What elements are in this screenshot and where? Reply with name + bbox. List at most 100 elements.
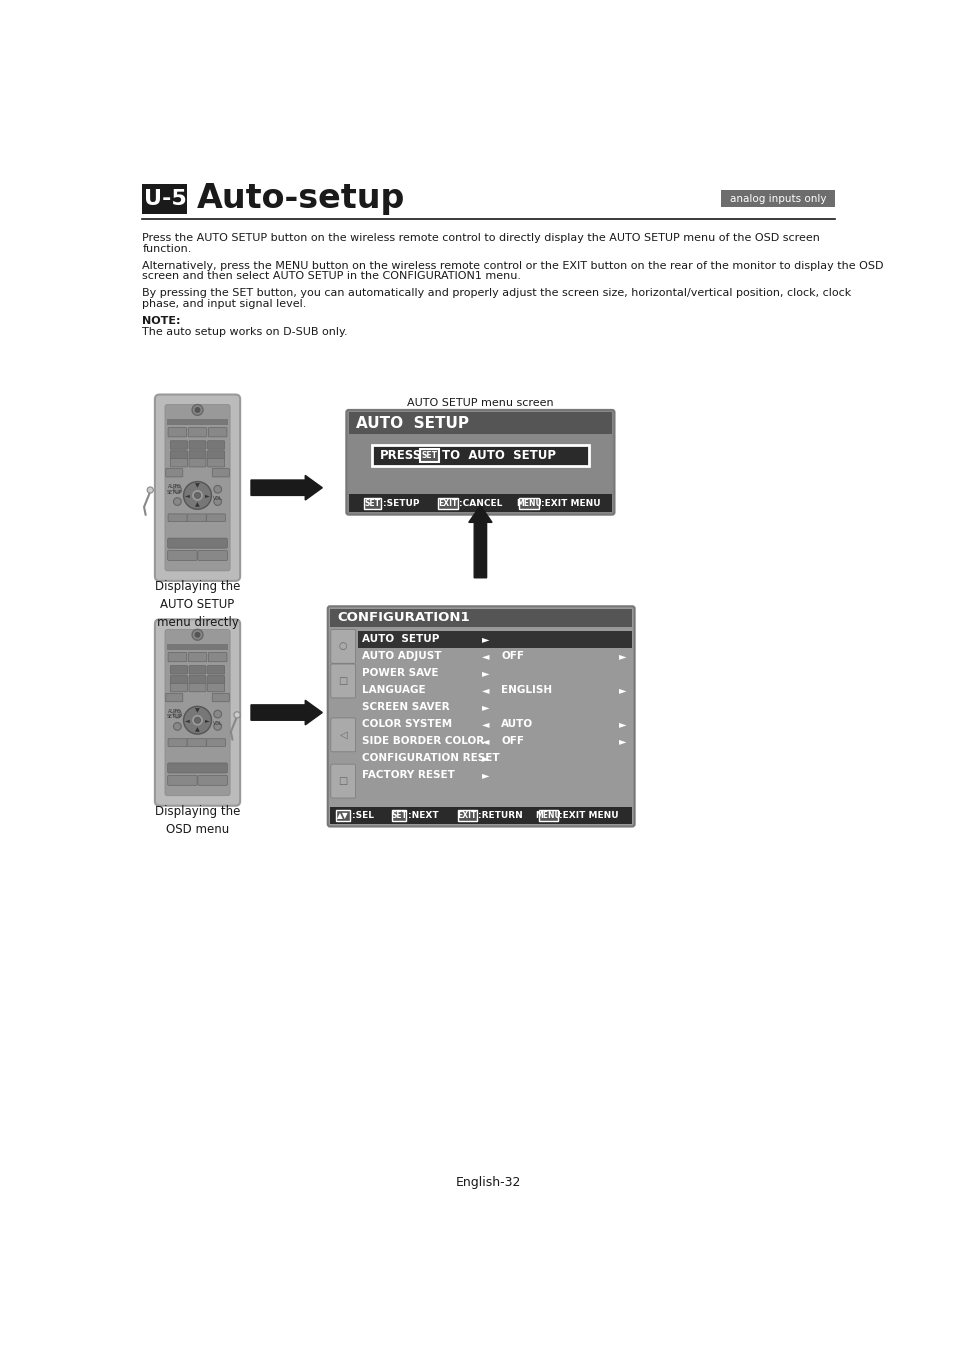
Text: screen and then select AUTO SETUP in the CONFIGURATION1 menu.: screen and then select AUTO SETUP in the… — [142, 271, 521, 281]
Circle shape — [213, 722, 221, 730]
FancyBboxPatch shape — [208, 652, 227, 662]
Text: ◄: ◄ — [481, 651, 489, 661]
Text: ▲: ▲ — [195, 728, 200, 732]
Text: VOL: VOL — [213, 495, 223, 501]
FancyBboxPatch shape — [168, 652, 187, 662]
Bar — [419, 450, 438, 462]
Text: ◄: ◄ — [481, 720, 489, 729]
FancyBboxPatch shape — [208, 666, 224, 674]
FancyBboxPatch shape — [331, 629, 355, 663]
Text: AUTO  SETUP: AUTO SETUP — [361, 634, 438, 644]
Text: :CANCEL: :CANCEL — [459, 498, 502, 508]
Bar — [167, 644, 228, 651]
FancyBboxPatch shape — [331, 718, 355, 752]
Text: :SETUP: :SETUP — [382, 498, 418, 508]
Circle shape — [192, 629, 203, 640]
Bar — [437, 498, 457, 509]
Text: ◄: ◄ — [185, 493, 190, 498]
Bar — [720, 190, 835, 208]
Text: MENU: MENU — [536, 811, 561, 821]
FancyBboxPatch shape — [208, 428, 227, 437]
Text: MENU: MENU — [516, 498, 541, 508]
Text: OFF: OFF — [500, 651, 524, 661]
Text: VOL: VOL — [213, 721, 223, 726]
Circle shape — [192, 405, 203, 416]
FancyBboxPatch shape — [171, 459, 187, 467]
Text: SET: SET — [391, 811, 407, 821]
FancyBboxPatch shape — [168, 738, 187, 747]
FancyBboxPatch shape — [168, 551, 197, 560]
Circle shape — [194, 717, 200, 724]
Text: AUTO  SETUP: AUTO SETUP — [356, 416, 469, 431]
Text: ▼: ▼ — [195, 709, 200, 714]
Bar — [335, 810, 350, 821]
Bar — [142, 184, 187, 215]
Bar — [167, 420, 228, 425]
Text: :EXIT MENU: :EXIT MENU — [540, 498, 599, 508]
Text: :RETURN: :RETURN — [477, 811, 522, 821]
Text: ►: ► — [205, 493, 210, 498]
Text: ENGLISH: ENGLISH — [500, 686, 552, 695]
Bar — [457, 810, 476, 821]
FancyBboxPatch shape — [168, 539, 227, 548]
Bar — [364, 498, 381, 509]
Text: □: □ — [338, 676, 348, 686]
FancyBboxPatch shape — [197, 551, 227, 560]
FancyBboxPatch shape — [165, 405, 230, 571]
FancyBboxPatch shape — [171, 683, 187, 691]
Text: Press the AUTO SETUP button on the wireless remote control to directly display t: Press the AUTO SETUP button on the wirel… — [142, 232, 820, 243]
Text: ◄: ◄ — [481, 736, 489, 747]
FancyBboxPatch shape — [206, 514, 225, 521]
FancyArrow shape — [251, 475, 322, 500]
Text: :SEL: :SEL — [352, 811, 374, 821]
Text: EXIT: EXIT — [437, 498, 457, 508]
Text: ▼: ▼ — [195, 483, 200, 489]
Text: ►: ► — [205, 718, 210, 722]
Text: CONFIGURATION RESET: CONFIGURATION RESET — [361, 753, 499, 763]
Text: CONFIGURATION1: CONFIGURATION1 — [337, 612, 470, 624]
Text: phase, and input signal level.: phase, and input signal level. — [142, 300, 307, 309]
Text: SCREEN SAVER: SCREEN SAVER — [361, 702, 449, 713]
Text: U-5: U-5 — [144, 189, 186, 209]
Text: ►: ► — [618, 651, 626, 661]
FancyBboxPatch shape — [166, 468, 183, 477]
Text: ►: ► — [618, 736, 626, 747]
Text: EXIT: EXIT — [457, 811, 476, 821]
Text: The auto setup works on D-SUB only.: The auto setup works on D-SUB only. — [142, 327, 348, 336]
Bar — [518, 498, 538, 509]
Text: FACTORY RESET: FACTORY RESET — [361, 769, 455, 780]
Text: COLOR SYSTEM: COLOR SYSTEM — [361, 720, 452, 729]
Bar — [392, 810, 406, 821]
FancyBboxPatch shape — [331, 764, 355, 798]
Text: :EXIT MENU: :EXIT MENU — [558, 811, 618, 821]
FancyBboxPatch shape — [208, 459, 224, 467]
Text: ◄: ◄ — [185, 718, 190, 722]
Text: NOTE:: NOTE: — [142, 316, 181, 325]
Bar — [330, 609, 632, 628]
Text: SIDE BORDER COLOR: SIDE BORDER COLOR — [361, 736, 483, 747]
FancyBboxPatch shape — [168, 428, 187, 437]
FancyBboxPatch shape — [208, 440, 224, 450]
FancyBboxPatch shape — [154, 620, 240, 806]
Circle shape — [213, 710, 221, 718]
FancyArrow shape — [468, 505, 492, 578]
Text: English-32: English-32 — [456, 1176, 521, 1189]
Text: POWER SAVE: POWER SAVE — [361, 668, 437, 678]
FancyBboxPatch shape — [206, 738, 225, 747]
FancyBboxPatch shape — [188, 428, 207, 437]
Text: ▲▼: ▲▼ — [337, 811, 349, 821]
Text: AUTO
SETUP: AUTO SETUP — [166, 709, 182, 720]
FancyBboxPatch shape — [189, 451, 206, 459]
Bar — [538, 810, 558, 821]
Circle shape — [194, 493, 200, 498]
Circle shape — [173, 498, 181, 505]
FancyBboxPatch shape — [166, 694, 183, 702]
Circle shape — [183, 706, 212, 734]
FancyBboxPatch shape — [208, 683, 224, 691]
FancyArrow shape — [251, 701, 322, 725]
FancyBboxPatch shape — [171, 666, 187, 674]
FancyBboxPatch shape — [328, 606, 634, 826]
Circle shape — [192, 489, 204, 502]
Bar — [330, 807, 632, 825]
Text: SET: SET — [421, 451, 436, 460]
